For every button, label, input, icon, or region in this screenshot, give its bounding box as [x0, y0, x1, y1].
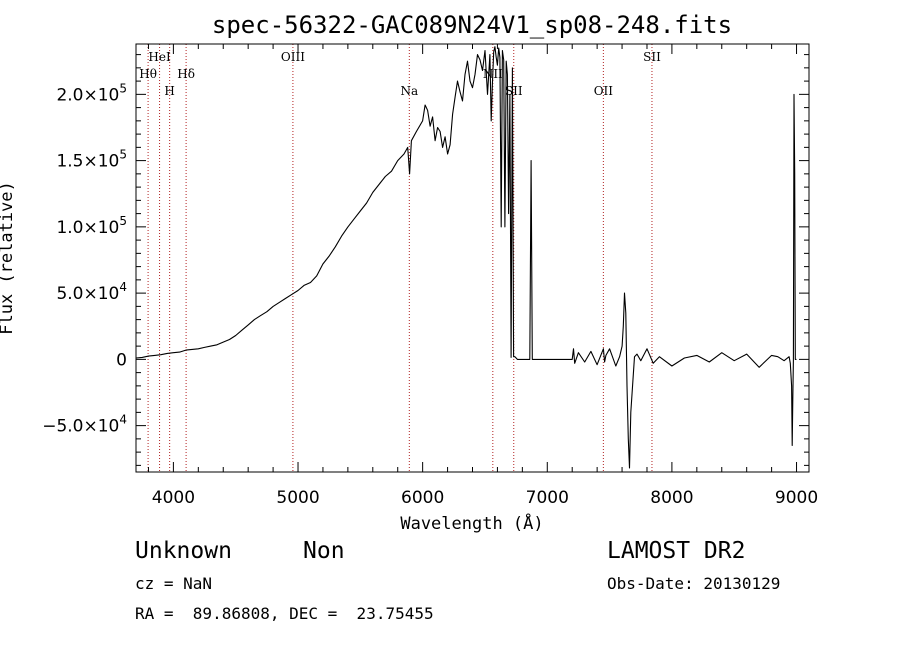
line-label-9: SII [643, 50, 661, 64]
x-axis-label: Wavelength (Å) [400, 512, 543, 534]
line-label-2: H [164, 84, 174, 98]
redshift-value: cz = NaN [135, 574, 213, 593]
object-subclass: Non [303, 538, 345, 564]
object-class: Unknown [135, 538, 232, 564]
y-tick-label-2: 5.0×104 [56, 280, 127, 304]
observation-date: Obs-Date: 20130129 [607, 574, 781, 593]
coordinates: RA = 89.86808, DEC = 23.75455 [135, 604, 434, 623]
y-tick-label-0: −5.0×104 [42, 413, 127, 437]
axis-ticks: 4000 5000 6000 7000 8000 9000 −5.0×104 0 5.0×104… [42, 44, 818, 508]
line-label-0: Hθ [139, 67, 157, 81]
plot-frame [135, 43, 810, 473]
y-tick-label-1: 0 [116, 350, 127, 370]
spectrum-line-0 [135, 46, 797, 469]
x-tick-label-0: 4000 [152, 488, 195, 508]
y-axis-label: Flux (relative) [0, 181, 17, 335]
x-tick-label-5: 9000 [775, 488, 818, 508]
line-label-4: OIII [281, 50, 305, 64]
y-tick-label-3: 1.0×105 [56, 214, 127, 238]
y-tick-label-4: 1.5×105 [56, 148, 127, 172]
line-label-3: Hδ [177, 67, 195, 81]
chart-title: spec-56322-GAC089N24V1_sp08-248.fits [212, 11, 732, 39]
data-release: LAMOST DR2 [607, 538, 746, 564]
y-tick-label-5: 2.0×105 [56, 81, 127, 105]
x-tick-label-2: 6000 [401, 488, 444, 508]
x-tick-label-4: 8000 [650, 488, 693, 508]
spectrum-series [135, 46, 797, 469]
x-tick-label-1: 5000 [276, 488, 319, 508]
line-label-5: Na [400, 84, 418, 98]
line-label-8: OII [594, 84, 614, 98]
line-label-1: HeI [148, 50, 171, 64]
x-tick-label-3: 7000 [526, 488, 569, 508]
